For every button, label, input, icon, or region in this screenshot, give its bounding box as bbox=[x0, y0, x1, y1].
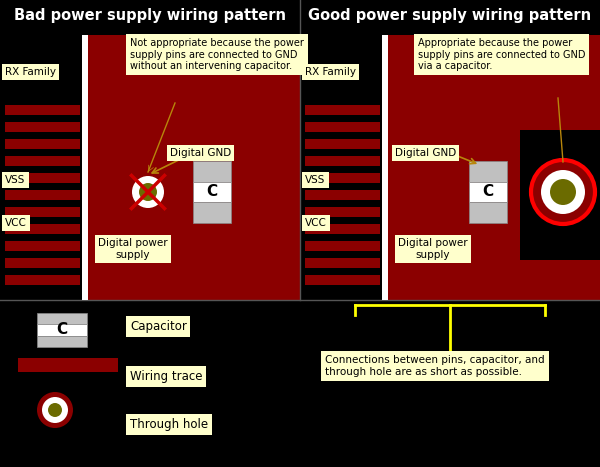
Bar bbox=[37, 336, 87, 347]
Bar bbox=[393, 207, 450, 217]
Bar bbox=[240, 173, 298, 183]
Bar bbox=[93, 190, 133, 200]
Bar bbox=[0, 35, 300, 300]
Bar bbox=[393, 190, 450, 200]
Bar bbox=[393, 275, 450, 285]
Text: C: C bbox=[56, 323, 68, 338]
Bar bbox=[305, 156, 380, 166]
Bar bbox=[240, 190, 298, 200]
Text: VCC: VCC bbox=[5, 218, 27, 228]
Bar bbox=[193, 161, 231, 182]
Text: C: C bbox=[482, 184, 494, 199]
Bar bbox=[5, 122, 80, 132]
Bar bbox=[82, 35, 88, 300]
Bar bbox=[393, 258, 450, 268]
Bar bbox=[5, 156, 80, 166]
Bar bbox=[305, 241, 380, 251]
Bar bbox=[193, 182, 231, 202]
Bar bbox=[300, 35, 600, 300]
Bar bbox=[5, 173, 80, 183]
Bar bbox=[305, 258, 380, 268]
Bar bbox=[240, 241, 298, 251]
Bar bbox=[5, 241, 80, 251]
Bar bbox=[240, 156, 298, 166]
Bar bbox=[240, 275, 298, 285]
Circle shape bbox=[531, 160, 595, 224]
Bar bbox=[393, 173, 450, 183]
Bar bbox=[5, 139, 80, 149]
Bar bbox=[305, 275, 380, 285]
Bar bbox=[5, 275, 80, 285]
Bar bbox=[5, 190, 80, 200]
Text: C: C bbox=[206, 184, 218, 199]
Text: Not appropriate because the power
supply pins are connected to GND
without an in: Not appropriate because the power supply… bbox=[130, 38, 304, 71]
Text: Connections between pins, capacitor, and
through hole are as short as possible.: Connections between pins, capacitor, and… bbox=[325, 355, 545, 376]
Bar bbox=[469, 182, 507, 202]
Bar bbox=[305, 190, 380, 200]
Text: VSS: VSS bbox=[5, 175, 25, 185]
Text: Digital GND: Digital GND bbox=[395, 148, 456, 158]
Text: Good power supply wiring pattern: Good power supply wiring pattern bbox=[308, 8, 592, 23]
Circle shape bbox=[42, 397, 68, 423]
Bar bbox=[300, 300, 600, 467]
Bar bbox=[305, 139, 380, 149]
Bar bbox=[240, 258, 298, 268]
Bar bbox=[5, 258, 80, 268]
Bar bbox=[240, 207, 298, 217]
Text: Digital GND: Digital GND bbox=[170, 148, 231, 158]
Text: Digital power
supply: Digital power supply bbox=[398, 238, 468, 260]
Circle shape bbox=[541, 170, 585, 214]
Bar bbox=[382, 35, 388, 300]
Circle shape bbox=[139, 183, 157, 201]
Bar bbox=[469, 202, 507, 223]
Bar bbox=[387, 35, 600, 300]
Bar bbox=[393, 241, 450, 251]
Circle shape bbox=[37, 392, 73, 428]
Bar bbox=[469, 161, 507, 182]
Text: Appropriate because the power
supply pins are connected to GND
via a capacitor.: Appropriate because the power supply pin… bbox=[418, 38, 586, 71]
Bar bbox=[93, 224, 133, 234]
Bar bbox=[305, 207, 380, 217]
Text: Through hole: Through hole bbox=[130, 418, 208, 431]
Circle shape bbox=[132, 176, 164, 208]
Text: Digital power
supply: Digital power supply bbox=[98, 238, 168, 260]
Circle shape bbox=[126, 170, 170, 214]
Bar bbox=[305, 173, 380, 183]
Bar bbox=[393, 156, 450, 166]
Text: RX Family: RX Family bbox=[305, 67, 356, 77]
Bar bbox=[5, 207, 80, 217]
Bar bbox=[305, 224, 380, 234]
Bar bbox=[5, 105, 80, 115]
Bar bbox=[305, 122, 380, 132]
Text: Capacitor: Capacitor bbox=[130, 320, 187, 333]
Text: Wiring trace: Wiring trace bbox=[130, 370, 203, 383]
Bar bbox=[5, 224, 80, 234]
Bar bbox=[93, 173, 133, 183]
Bar bbox=[18, 358, 118, 372]
Bar bbox=[305, 105, 380, 115]
Bar bbox=[93, 275, 133, 285]
Bar bbox=[0, 300, 300, 467]
Bar bbox=[520, 130, 600, 260]
Text: Bad power supply wiring pattern: Bad power supply wiring pattern bbox=[14, 8, 286, 23]
Bar bbox=[37, 325, 87, 336]
Bar bbox=[87, 35, 300, 300]
Bar bbox=[93, 207, 133, 217]
Circle shape bbox=[550, 179, 576, 205]
Bar bbox=[93, 156, 133, 166]
Text: RX Family: RX Family bbox=[5, 67, 56, 77]
Text: VCC: VCC bbox=[305, 218, 327, 228]
Bar bbox=[93, 258, 133, 268]
Text: VSS: VSS bbox=[305, 175, 325, 185]
Circle shape bbox=[48, 403, 62, 417]
Bar bbox=[240, 224, 298, 234]
Bar bbox=[37, 313, 87, 325]
Bar bbox=[393, 224, 450, 234]
Bar bbox=[193, 202, 231, 223]
Bar bbox=[93, 241, 133, 251]
